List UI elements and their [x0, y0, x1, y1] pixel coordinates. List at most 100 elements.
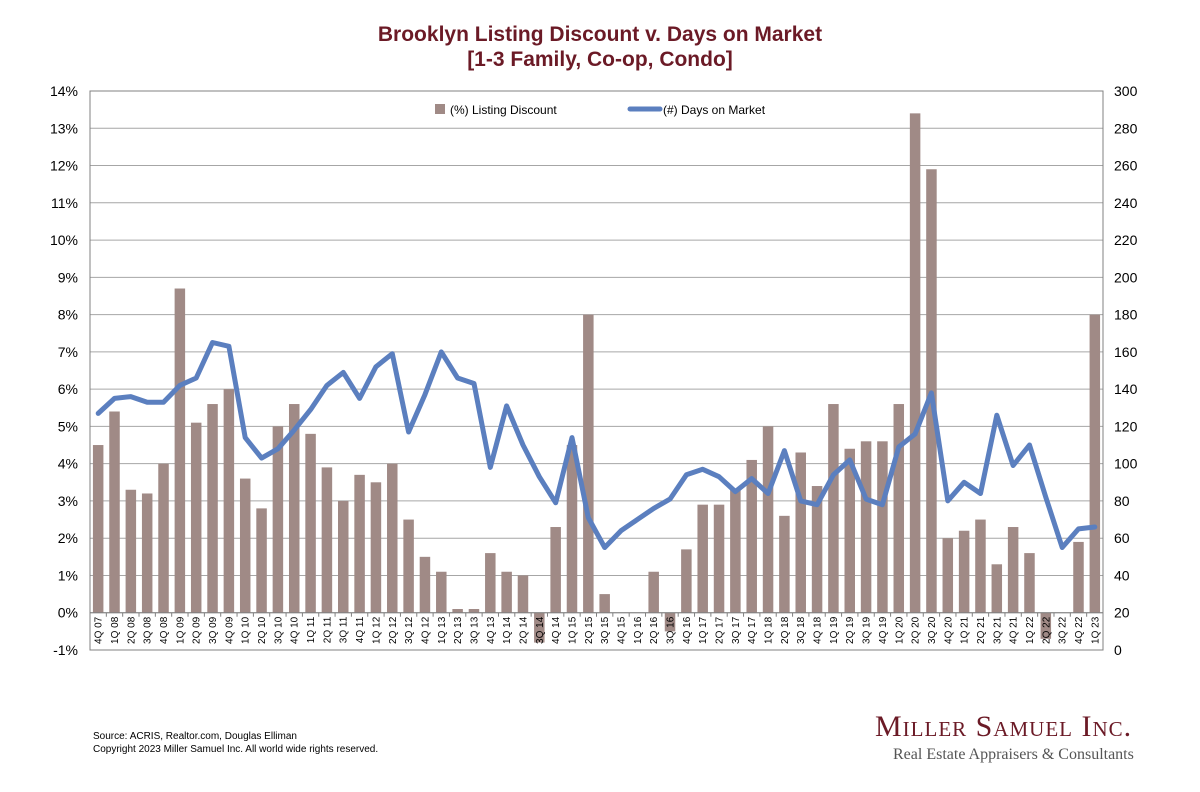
y-left-tick-label: 0%: [58, 605, 78, 621]
discount-bar: [485, 553, 496, 613]
y-left-tick-label: 8%: [58, 307, 78, 323]
legend: (%) Listing Discount (#) Days on Market: [435, 103, 766, 117]
y-right-tick-label: 260: [1114, 158, 1138, 174]
discount-bar: [207, 404, 218, 613]
x-tick-label: 2Q 14: [518, 616, 529, 644]
x-tick-label: 3Q 08: [143, 616, 154, 644]
x-tick-label: 4Q 15: [617, 616, 628, 644]
x-tick-label: 1Q 11: [306, 616, 317, 643]
x-tick-label: 2Q 12: [388, 616, 399, 644]
x-tick-label: 1Q 19: [829, 616, 840, 644]
days-on-market-line: [95, 340, 1098, 550]
y-left-tick-label: 9%: [58, 269, 78, 285]
x-tick-label: 1Q 20: [894, 616, 905, 644]
x-tick-label: 2Q 20: [911, 616, 922, 644]
discount-bar: [811, 486, 823, 613]
discount-bar: [713, 504, 725, 613]
x-tick-label: 1Q 17: [698, 616, 709, 644]
discount-bar: [158, 463, 169, 613]
x-tick-label: 1Q 18: [764, 616, 775, 644]
x-tick-label: 2Q 13: [453, 616, 464, 644]
discount-bar: [190, 422, 202, 613]
discount-bar: [1024, 553, 1035, 613]
discount-bar: [958, 530, 970, 613]
y-right-tick-label: 40: [1114, 567, 1130, 583]
x-tick-label: 3Q 09: [208, 616, 219, 644]
line-series: [95, 340, 1098, 550]
copyright-note: Copyright 2023 Miller Samuel Inc. All wo…: [93, 744, 379, 755]
x-tick-label: 2Q 18: [780, 616, 791, 644]
logo-name: Miller Samuel Inc.: [875, 710, 1133, 743]
discount-bar: [550, 527, 561, 613]
x-tick-label: 1Q 14: [502, 616, 513, 644]
discount-bar: [517, 575, 529, 613]
legend-line-label: (#) Days on Market: [663, 103, 766, 117]
y-right-tick-label: 140: [1114, 381, 1138, 397]
x-tick-label: 4Q 14: [551, 616, 562, 644]
legend-bar-label: (%) Listing Discount: [450, 103, 557, 117]
discount-bar: [795, 452, 806, 613]
x-tick-label: 2Q 11: [322, 616, 333, 643]
x-tick-label: 3Q 14: [535, 616, 546, 644]
source-note: Source: ACRIS, Realtor.com, Douglas Elli…: [93, 731, 297, 742]
discount-bar: [942, 538, 954, 613]
x-tick-label: 2Q 21: [976, 616, 987, 644]
discount-bar: [1073, 541, 1084, 613]
discount-bar: [223, 389, 235, 613]
x-tick-label: 2Q 10: [257, 616, 268, 644]
x-tick-label: 1Q 12: [371, 616, 382, 644]
y-right-tick-label: 0: [1114, 642, 1122, 658]
x-tick-label: 1Q 21: [960, 616, 971, 644]
x-tick-label: 4Q 07: [94, 616, 105, 644]
axes: -1% 0% 1% 2% 3% 4% 5% 6% 7% 8% 9% 10% 11% 12% 13% 14% 0 2…: [50, 83, 1138, 658]
y-left-tick-label: 2%: [58, 530, 78, 546]
x-tick-label: 4Q 12: [420, 616, 431, 644]
discount-bar: [730, 489, 741, 613]
discount-bar: [452, 609, 463, 613]
discount-bar: [534, 612, 545, 643]
discount-bar: [975, 519, 986, 613]
discount-bar: [272, 426, 284, 613]
x-tick-label: 2Q 22: [1041, 616, 1052, 644]
x-tick-label: 1Q 09: [175, 616, 186, 644]
discount-bar: [174, 288, 186, 613]
y-right-tick-label: 240: [1114, 195, 1138, 211]
discount-bar: [664, 612, 676, 632]
x-tick-label: 3Q 12: [404, 616, 415, 644]
x-tick-label: 4Q 11: [355, 616, 366, 643]
discount-bar: [239, 478, 251, 613]
discount-bar: [305, 433, 316, 613]
chart-subtitle: [1-3 Family, Co-op, Condo]: [467, 48, 733, 71]
x-tick-label: 3Q 17: [731, 616, 742, 644]
discount-bar: [762, 426, 774, 613]
x-tick-label: 4Q 08: [159, 616, 170, 644]
discount-bar: [354, 474, 365, 613]
x-tick-label: 2Q 16: [649, 616, 660, 644]
y-right-tick-label: 280: [1114, 120, 1138, 136]
discount-bar: [583, 314, 594, 613]
y-right-tick-label: 60: [1114, 530, 1130, 546]
discount-bar: [288, 404, 300, 613]
discount-bar: [370, 482, 382, 613]
chart-title-main: Brooklyn Listing Discount v. Days on Mar…: [377, 23, 823, 46]
y-left-tick-label: 13%: [50, 120, 78, 136]
y-left-tick-label: 12%: [50, 158, 78, 174]
y-left-tick-label: 11%: [51, 195, 78, 211]
discount-bar: [387, 463, 398, 613]
discount-bar: [828, 404, 839, 613]
x-tick-label: 3Q 22: [1058, 616, 1069, 644]
x-tick-label: 4Q 20: [943, 616, 954, 644]
discount-bar: [697, 504, 708, 613]
discount-bar: [991, 564, 1003, 613]
y-left-tick-label: 10%: [50, 232, 78, 248]
x-tick-label: 4Q 17: [747, 616, 758, 644]
x-tick-label: 4Q 22: [1074, 616, 1085, 644]
x-tick-label: 1Q 10: [241, 616, 252, 644]
footer: Source: ACRIS, Realtor.com, Douglas Elli…: [93, 730, 378, 756]
discount-bar: [436, 571, 447, 613]
x-tick-label: 2Q 19: [845, 616, 856, 644]
bar-series: [92, 113, 1101, 643]
discount-bar: [1089, 314, 1101, 613]
discount-bar: [566, 445, 578, 613]
x-tick-label: 4Q 19: [878, 616, 889, 644]
